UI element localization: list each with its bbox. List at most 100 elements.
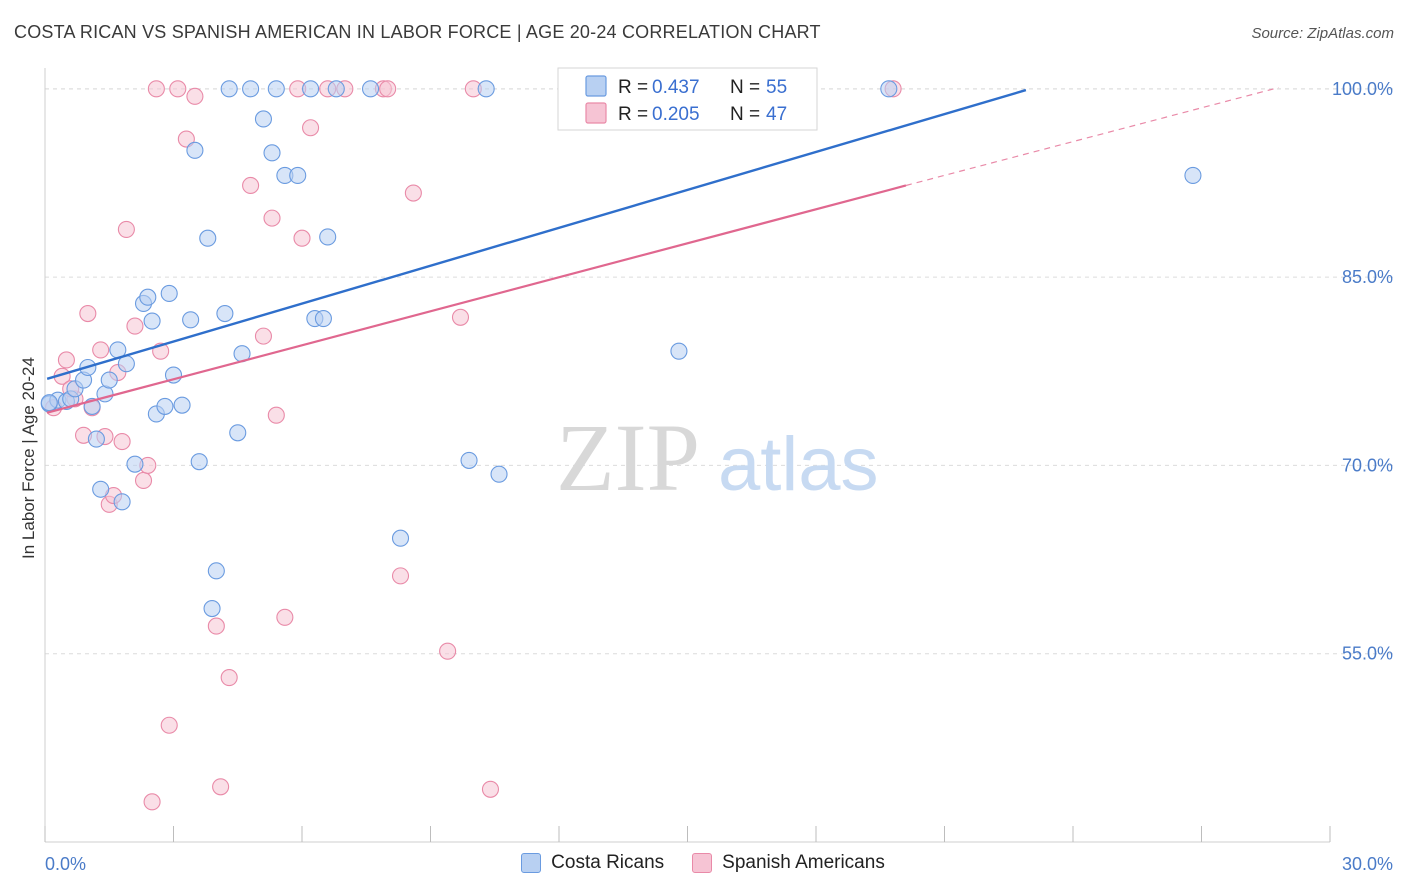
point-costa-ricans-25: [186, 141, 204, 159]
y-tick-label-1: 85.0%: [1342, 267, 1393, 287]
point-costa-ricans-24: [182, 311, 200, 329]
point-costa-ricans-45: [361, 80, 380, 98]
point-costa-ricans-42: [314, 309, 332, 328]
point-costa-ricans-44: [327, 80, 345, 98]
point-costa-ricans-49: [490, 465, 508, 483]
chart-title: COSTA RICAN VS SPANISH AMERICAN IN LABOR…: [14, 22, 821, 42]
point-costa-ricans-43: [319, 228, 337, 246]
point-costa-ricans-37: [267, 80, 285, 98]
point-spanish-americans-25: [212, 778, 230, 796]
stats-legend: R = 0.437 N = 55 R = 0.205 N = 47: [557, 67, 818, 131]
point-costa-ricans-52: [880, 80, 898, 98]
point-costa-ricans-9: [92, 480, 110, 498]
y-tick-label-2: 70.0%: [1342, 455, 1393, 475]
point-costa-ricans-53: [1184, 166, 1202, 184]
point-costa-ricans-40: [302, 80, 320, 98]
point-spanish-americans-44: [481, 780, 500, 798]
point-spanish-americans-18: [147, 80, 165, 98]
point-spanish-americans-42: [451, 308, 470, 326]
stats-r-label-1: R =: [618, 77, 648, 98]
point-costa-ricans-54: [40, 394, 58, 412]
x-tick-label-1: 30.0%: [1342, 854, 1393, 874]
point-spanish-americans-29: [263, 209, 281, 227]
point-spanish-americans-24: [207, 617, 225, 635]
bottom-legend: Costa Ricans Spanish Americans: [0, 852, 1406, 874]
point-costa-ricans-48: [477, 80, 495, 98]
point-costa-ricans-26: [190, 453, 208, 471]
point-spanish-americans-2: [57, 351, 75, 369]
trend-line-spanish-americans-extension: [905, 86, 1279, 187]
point-spanish-americans-31: [276, 608, 294, 626]
point-spanish-americans-27: [242, 176, 260, 195]
point-spanish-americans-38: [379, 80, 397, 98]
stats-n-label-1: N =: [730, 77, 760, 98]
x-tick-label-0: 0.0%: [45, 854, 86, 874]
point-costa-ricans-31: [220, 80, 238, 98]
point-spanish-americans-28: [254, 327, 273, 345]
point-costa-ricans-36: [263, 144, 281, 162]
legend-swatch-costa-ricans: [521, 853, 542, 873]
stats-r-label-2: R =: [618, 104, 648, 125]
legend-label-spanish-americans: Spanish Americans: [722, 852, 885, 873]
legend-swatch-spanish-americans: [692, 853, 713, 873]
point-costa-ricans-32: [229, 424, 247, 442]
point-costa-ricans-15: [126, 455, 144, 473]
y-tick-label-3: 55.0%: [1342, 644, 1393, 664]
point-spanish-americans-40: [404, 184, 422, 202]
stats-n-value-spanish-americans: 47: [766, 104, 787, 125]
tick-labels: 100.0% 85.0% 70.0% 55.0% 0.0% 30.0%: [45, 79, 1393, 874]
source-attribution: Source: ZipAtlas.com: [1251, 25, 1394, 42]
series-costa-ricans-points: [40, 80, 1202, 618]
point-costa-ricans-17: [139, 288, 157, 306]
y-axis-label: In Labor Force | Age 20-24: [19, 357, 38, 559]
point-spanish-americans-41: [439, 642, 457, 660]
stats-legend-swatch-costa-ricans: [585, 75, 607, 97]
point-costa-ricans-47: [460, 451, 478, 469]
point-spanish-americans-20: [160, 716, 178, 734]
point-spanish-americans-12: [113, 433, 131, 451]
point-costa-ricans-8: [87, 430, 105, 448]
trend-line-costa-ricans: [46, 88, 1027, 380]
trend-line-spanish-americans: [46, 184, 907, 414]
watermark-zip: ZIP: [556, 404, 700, 511]
point-costa-ricans-29: [207, 562, 225, 580]
point-costa-ricans-20: [156, 397, 174, 415]
stats-r-value-costa-ricans: 0.437: [652, 77, 700, 98]
point-spanish-americans-30: [267, 406, 285, 424]
point-costa-ricans-35: [254, 110, 273, 128]
point-costa-ricans-30: [216, 304, 234, 323]
point-spanish-americans-13: [117, 220, 135, 238]
point-spanish-americans-23: [186, 87, 204, 105]
point-costa-ricans-11: [100, 371, 118, 389]
point-costa-ricans-18: [143, 312, 161, 330]
point-costa-ricans-23: [173, 396, 191, 414]
stats-legend-swatch-spanish-americans: [585, 102, 607, 124]
point-spanish-americans-34: [302, 119, 320, 137]
stats-n-value-costa-ricans: 55: [766, 77, 787, 98]
point-costa-ricans-13: [113, 493, 131, 511]
legend-label-costa-ricans: Costa Ricans: [551, 852, 665, 873]
watermark-atlas: atlas: [718, 422, 879, 507]
point-spanish-americans-26: [220, 669, 238, 687]
point-costa-ricans-21: [160, 284, 178, 302]
point-costa-ricans-27: [199, 229, 217, 247]
trend-lines: [46, 86, 1279, 414]
point-costa-ricans-28: [203, 599, 221, 618]
point-spanish-americans-5: [79, 304, 97, 323]
stats-r-value-spanish-americans: 0.205: [652, 104, 700, 125]
point-spanish-americans-21: [169, 80, 187, 98]
point-spanish-americans-22: [177, 130, 195, 148]
point-costa-ricans-39: [289, 166, 307, 184]
point-spanish-americans-15: [134, 471, 153, 490]
stats-n-label-2: N =: [730, 104, 760, 125]
point-costa-ricans-46: [391, 529, 410, 547]
y-tick-label-0: 100.0%: [1332, 79, 1393, 99]
point-spanish-americans-14: [126, 317, 144, 335]
point-spanish-americans-39: [391, 567, 410, 585]
point-costa-ricans-50: [670, 342, 688, 360]
legend-item-spanish-americans: Spanish Americans: [692, 852, 885, 874]
point-spanish-americans-33: [293, 229, 311, 247]
point-spanish-americans-17: [143, 793, 161, 811]
watermark: ZIP atlas: [556, 404, 879, 511]
